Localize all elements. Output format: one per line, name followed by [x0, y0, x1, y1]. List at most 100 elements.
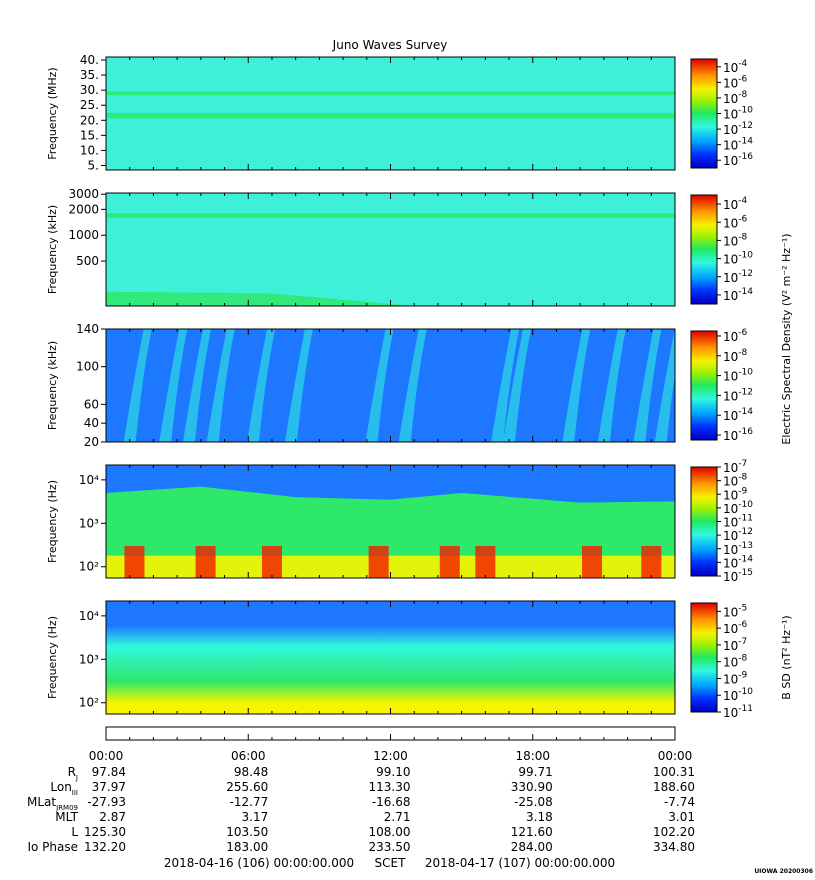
- ephemeris-value: 102.20: [653, 825, 695, 839]
- y-tick-label: 5.: [88, 158, 99, 172]
- ephemeris-value: 233.50: [369, 840, 411, 854]
- colorbar-tick-label: 10-15: [723, 568, 753, 584]
- y-tick-label: 10.: [80, 143, 99, 157]
- ephemeris-value: -25.08: [514, 795, 553, 809]
- ephemeris-value: 99.71: [518, 765, 552, 779]
- time-tick-label: 00:00: [89, 749, 124, 763]
- ephemeris-value: 188.60: [653, 780, 695, 794]
- panel-3: 20 40 60 100 140 Frequency (kHz) 10-6 10-8 10-10…: [46, 233, 793, 449]
- colorbar-tick-label: 10-8: [723, 232, 748, 248]
- colorbar-tick-label: 10-8: [723, 348, 748, 364]
- time-axis: 00:00 06:00 12:00 18:00 00:00: [89, 726, 693, 763]
- radio-burst: [182, 329, 211, 442]
- y-tick-label: 500: [76, 254, 99, 268]
- y-tick-label: 35.: [80, 68, 99, 82]
- ephemeris-value: 99.10: [376, 765, 410, 779]
- panel-1: 5.10.15.20.25.30.35.40. Frequency (MHz) 10…: [46, 53, 753, 172]
- intense-emission: [641, 546, 662, 578]
- time-range-end: 2018-04-17 (107) 00:00:00.000: [425, 856, 615, 870]
- colorbar-tick-label: 10-14: [723, 287, 753, 303]
- time-tick-label: 12:00: [373, 749, 408, 763]
- ephemeris-value: 132.20: [84, 840, 126, 854]
- y-axis-label: Frequency (Hz): [46, 480, 59, 563]
- intense-emission: [261, 546, 282, 578]
- colorbar-tick-label: 10-12: [723, 121, 753, 137]
- colorbar-tick-label: 10-4: [723, 59, 748, 75]
- colorbar-2: 10-4 10-6 10-8 10-10 10-12 10-14: [690, 194, 753, 305]
- radio-burst: [365, 329, 394, 442]
- colorbar-scale: [690, 466, 718, 577]
- figure-title: Juno Waves Survey: [332, 38, 448, 52]
- y-tick-label: 10⁴: [79, 473, 99, 487]
- ephemeris-value: 121.60: [511, 825, 553, 839]
- radio-burst: [597, 329, 626, 442]
- radio-burst: [398, 329, 427, 442]
- radio-burst: [654, 329, 675, 442]
- emission-band: [106, 91, 675, 95]
- colorbar-4: 10-710-810-910-1010-1110-1210-1310-1410-…: [690, 459, 753, 584]
- radio-burst: [123, 329, 152, 442]
- intense-emission: [195, 546, 216, 578]
- ephemeris-value: 2.71: [384, 810, 411, 824]
- y-tick-label: 30.: [80, 83, 99, 97]
- colorbar-scale: [690, 194, 718, 305]
- ephemeris-value: 284.00: [511, 840, 553, 854]
- ephemeris-value: 330.90: [511, 780, 553, 794]
- colorbar-label: B SD (nT² Hz⁻¹): [780, 615, 793, 699]
- intense-emission: [475, 546, 496, 578]
- colorbar-scale: [690, 58, 718, 169]
- colorbar-tick-label: 10-6: [723, 620, 748, 636]
- ephemeris-value: 3.18: [526, 810, 553, 824]
- ephemeris-value: -7.74: [664, 795, 695, 809]
- emission-band: [106, 213, 675, 218]
- y-axis-label: Frequency (Hz): [46, 616, 59, 699]
- y-tick-label: 10³: [79, 652, 99, 666]
- ephemeris-value: 3.01: [668, 810, 695, 824]
- intense-emission: [368, 546, 389, 578]
- y-tick-label: 3000: [68, 187, 99, 201]
- colorbar-tick-label: 10-6: [723, 74, 748, 90]
- radio-burst: [159, 329, 188, 442]
- emission-band: [106, 113, 675, 119]
- ephemeris-value: 37.97: [92, 780, 126, 794]
- ephemeris-value: 113.30: [369, 780, 411, 794]
- panel-4: 10² 10³ 10⁴ Frequency (Hz) 10-710-810-910-10…: [46, 459, 753, 584]
- colorbar-tick-label: 10-6: [723, 328, 748, 344]
- ephemeris-table: RJ 97.84 98.48 99.10 99.71 100.31 LonIII 37.97 2…: [27, 765, 695, 854]
- ephemeris-label: MLT: [55, 810, 78, 824]
- y-tick-label: 140: [76, 322, 99, 336]
- y-tick-label: 40.: [80, 53, 99, 67]
- colorbar-tick-label: 10-16: [723, 427, 753, 443]
- y-axis-label: Frequency (kHz): [46, 205, 59, 294]
- ephemeris-value: 2.87: [99, 810, 126, 824]
- colorbar-tick-label: 10-10: [723, 368, 753, 384]
- radio-burst: [503, 329, 532, 442]
- time-range-start: 2018-04-16 (106) 00:00:00.000: [164, 856, 354, 870]
- y-tick-label: 15.: [80, 128, 99, 142]
- colorbar-tick-label: 10-12: [723, 387, 753, 403]
- spectrogram-3: [106, 329, 675, 442]
- y-tick-label: 1000: [68, 228, 99, 242]
- ephemeris-label: Io Phase: [27, 840, 78, 854]
- time-tick-label: 00:00: [658, 749, 693, 763]
- radio-burst: [284, 329, 313, 442]
- y-axis-label: Frequency (kHz): [46, 341, 59, 430]
- colorbar-tick-label: 10-8: [723, 654, 748, 670]
- y-tick-label: 10³: [79, 516, 99, 530]
- time-tick-label: 18:00: [515, 749, 550, 763]
- colorbar-scale: [690, 602, 718, 713]
- colorbar-tick-label: 10-8: [723, 90, 748, 106]
- colorbar-tick-label: 10-7: [723, 637, 747, 653]
- radio-burst: [206, 329, 235, 442]
- ephemeris-value: 183.00: [226, 840, 268, 854]
- colorbar-tick-label: 10-10: [723, 106, 753, 122]
- colorbar-tick-label: 10-11: [723, 704, 753, 720]
- spectrogram-2: [106, 193, 675, 306]
- y-tick-label: 10²: [79, 696, 99, 710]
- y-tick-label: 10²: [79, 560, 99, 574]
- spectrogram-panels: 5.10.15.20.25.30.35.40. Frequency (MHz) 10…: [46, 53, 793, 720]
- radio-burst: [633, 329, 662, 442]
